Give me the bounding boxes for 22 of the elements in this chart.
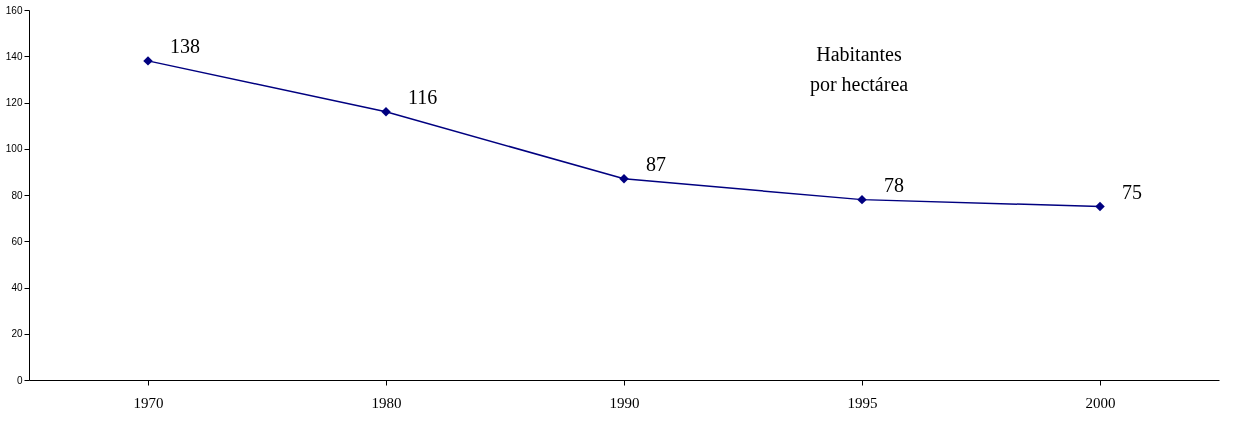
y-tick-label: 0 [16,374,23,386]
y-tick-label: 40 [11,282,23,293]
data-label: 116 [408,85,438,108]
y-tick-label: 120 [5,97,23,108]
y-tick-label: 80 [11,189,23,201]
data-label: 87 [646,152,666,175]
y-tick-label: 140 [5,50,23,62]
x-tick-label: 2000 [1085,394,1116,411]
y-tick-label: 20 [11,328,23,340]
data-label: 75 [1122,180,1142,203]
x-tick-label: 1995 [847,394,878,411]
y-tick-label: 160 [5,4,23,16]
x-tick-label: 1970 [133,394,164,411]
data-label: 78 [884,173,904,196]
annotation: Habitantes por hectárea [809,43,909,96]
x-tick-label: 1990 [609,394,640,411]
data-label: 138 [170,34,200,57]
point [857,194,867,205]
x-tick-label: 1980 [371,394,402,411]
y-tick-label: 100 [5,143,23,155]
point [1095,201,1105,212]
y-tick-label: 60 [11,235,23,247]
